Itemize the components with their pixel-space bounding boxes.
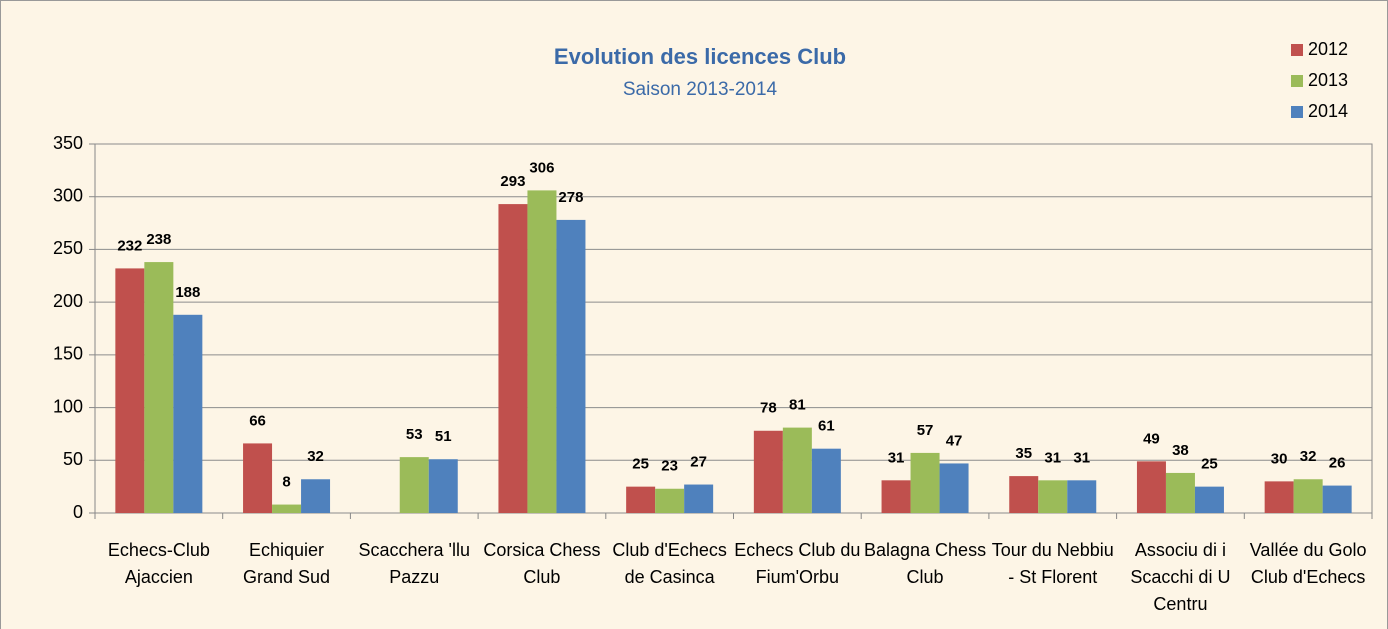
bar xyxy=(1194,486,1224,513)
bar xyxy=(527,190,557,514)
bar xyxy=(301,479,331,513)
data-label: 27 xyxy=(690,454,707,471)
data-label: 32 xyxy=(1300,448,1317,465)
bar xyxy=(144,262,174,513)
bar xyxy=(1136,461,1166,513)
data-label: 278 xyxy=(558,189,583,206)
y-tick-label: 0 xyxy=(73,502,83,522)
data-label: 8 xyxy=(282,474,290,491)
x-tick-label: Associu di i Scacchi di U Centru xyxy=(1130,540,1231,614)
legend-swatch xyxy=(1291,75,1303,87)
bar xyxy=(910,452,940,513)
data-label: 30 xyxy=(1271,450,1288,467)
data-label: 31 xyxy=(1073,449,1090,466)
bar xyxy=(811,448,841,513)
data-label: 61 xyxy=(818,418,835,435)
x-tick-label: Echiquier Grand Sud xyxy=(243,540,331,587)
data-label: 78 xyxy=(760,400,777,417)
y-tick-label: 100 xyxy=(53,396,83,416)
legend-swatch xyxy=(1291,106,1303,118)
bar xyxy=(626,486,656,513)
data-label: 238 xyxy=(146,231,171,248)
y-tick-label: 200 xyxy=(53,291,83,311)
x-tick-label: Club d'Echecs de Casinca xyxy=(612,540,727,587)
bar xyxy=(684,484,714,513)
y-tick-label: 150 xyxy=(53,344,83,364)
bar xyxy=(753,430,783,513)
bar xyxy=(399,457,429,513)
legend-swatch xyxy=(1291,44,1303,56)
chart-title: Evolution des licences Club xyxy=(554,44,846,69)
data-label: 31 xyxy=(888,449,905,466)
bar xyxy=(1264,481,1294,513)
data-label: 57 xyxy=(917,422,934,439)
data-label: 66 xyxy=(249,412,266,429)
bar xyxy=(498,204,528,513)
y-tick-label: 350 xyxy=(53,133,83,153)
bar xyxy=(1293,479,1323,513)
bar xyxy=(272,504,302,513)
bar xyxy=(243,443,273,513)
bar xyxy=(939,463,969,513)
bar xyxy=(782,427,812,513)
data-label: 47 xyxy=(946,432,963,449)
x-tick-label: Echecs Club du Fium'Orbu xyxy=(734,540,861,587)
x-tick-label: Echecs-Club Ajaccien xyxy=(107,540,210,587)
data-label: 23 xyxy=(661,458,678,475)
legend-label: 2012 xyxy=(1308,39,1348,59)
data-label: 38 xyxy=(1172,442,1189,459)
data-label: 232 xyxy=(117,237,142,254)
data-label: 31 xyxy=(1044,449,1061,466)
data-label: 51 xyxy=(435,428,452,445)
x-tick-label: Vallée du Golo Club d'Echecs xyxy=(1249,540,1367,587)
data-label: 25 xyxy=(1201,456,1218,473)
bar xyxy=(428,459,458,513)
bar xyxy=(115,268,145,513)
data-label: 35 xyxy=(1015,445,1032,462)
x-tick-label: Corsica Chess Club xyxy=(483,540,601,587)
y-tick-label: 300 xyxy=(53,185,83,205)
data-label: 26 xyxy=(1329,455,1346,472)
data-label: 25 xyxy=(632,456,649,473)
bar xyxy=(655,488,685,513)
data-label: 306 xyxy=(529,159,554,176)
chart-subtitle: Saison 2013-2014 xyxy=(623,79,778,100)
y-tick-label: 50 xyxy=(63,449,83,469)
y-tick-label: 250 xyxy=(53,238,83,258)
bar xyxy=(1165,472,1195,513)
bar xyxy=(1009,476,1039,513)
bar xyxy=(881,480,911,513)
data-label: 293 xyxy=(500,173,525,190)
legend-label: 2014 xyxy=(1308,101,1348,121)
bar xyxy=(1322,485,1352,513)
data-label: 81 xyxy=(789,397,806,414)
bar xyxy=(173,314,203,513)
bar xyxy=(1038,480,1068,513)
bar xyxy=(1067,480,1097,513)
legend-label: 2013 xyxy=(1308,70,1348,90)
x-tick-label: Balagna Chess Club xyxy=(863,540,987,587)
x-tick-label: Tour du Nebbiu - St Florent xyxy=(991,540,1114,587)
data-label: 32 xyxy=(307,448,324,465)
x-tick-label: Scacchera 'llu Pazzu xyxy=(358,540,470,587)
data-label: 53 xyxy=(406,426,423,443)
data-label: 188 xyxy=(175,284,200,301)
bar xyxy=(556,219,586,513)
data-label: 49 xyxy=(1143,430,1160,447)
